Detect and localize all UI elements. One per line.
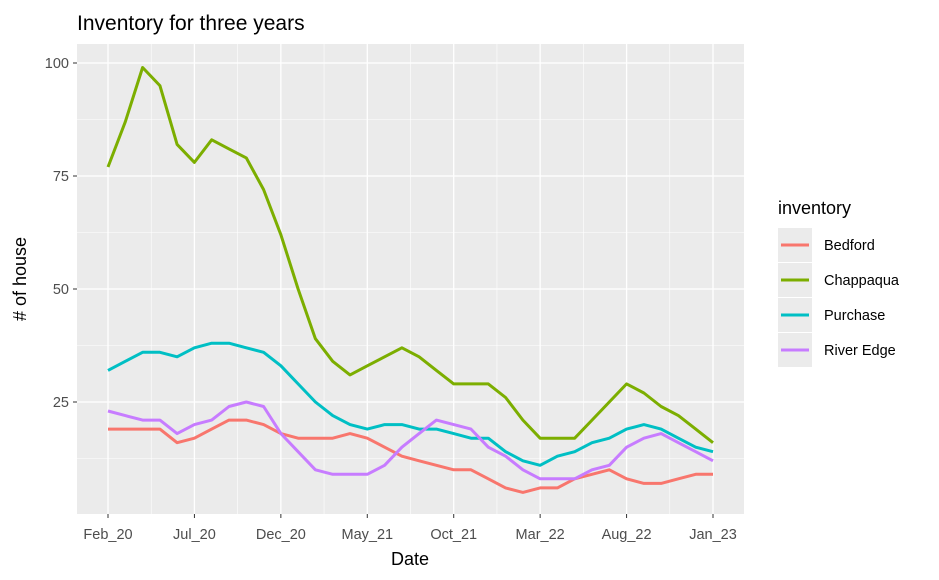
series-line-chappaqua <box>106 66 714 444</box>
y-tick-label: 50 <box>53 282 69 298</box>
x-tick-label: Jul_20 <box>173 527 216 543</box>
y-tick-label: 25 <box>53 395 69 411</box>
series-line-river-edge <box>107 400 714 481</box>
major-gridlines <box>77 44 744 514</box>
y-axis: 25 50 75 100 <box>45 56 77 411</box>
x-axis: Feb_20 Jul_20 Dec_20 May_21 Oct_21 Mar_22 Aug_… <box>83 514 737 543</box>
x-tick-label: Aug_22 <box>602 527 652 543</box>
x-axis-title: Date <box>391 549 429 569</box>
x-tick-label: Jan_23 <box>689 527 737 543</box>
legend-label: Chappaqua <box>824 273 900 289</box>
x-tick-label: Mar_22 <box>516 527 565 543</box>
series-lines <box>106 66 714 494</box>
minor-gridlines <box>77 44 744 514</box>
legend: inventory Bedford Chappaqua Purchase River … <box>778 198 900 367</box>
y-axis-title: # of house <box>10 237 30 321</box>
legend-label: Purchase <box>824 308 885 324</box>
legend-label: River Edge <box>824 343 896 359</box>
y-tick-label: 75 <box>53 169 69 185</box>
y-tick-label: 100 <box>45 56 69 72</box>
x-tick-label: Feb_20 <box>83 527 132 543</box>
series-line-bedford <box>108 418 713 494</box>
series-line-purchase <box>107 341 714 467</box>
legend-label: Bedford <box>824 238 875 254</box>
legend-title: inventory <box>778 198 851 218</box>
x-tick-label: May_21 <box>341 527 393 543</box>
x-tick-label: Oct_21 <box>430 527 477 543</box>
x-tick-label: Dec_20 <box>256 527 306 543</box>
chart-title: Inventory for three years <box>77 12 305 35</box>
